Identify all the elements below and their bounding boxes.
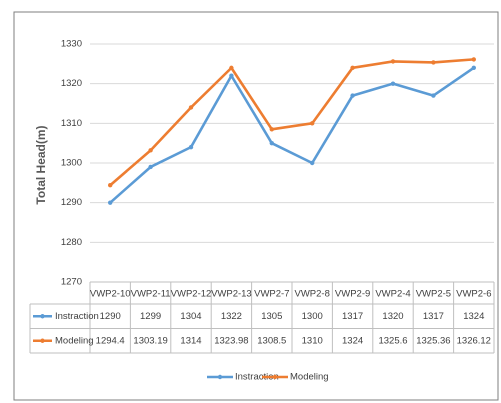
x-tick-label: VWP2-11 bbox=[131, 289, 171, 300]
y-tick-label: 1330 bbox=[61, 39, 82, 50]
x-tick-label: VWP2-5 bbox=[416, 289, 451, 300]
legend-marker bbox=[217, 374, 223, 380]
y-tick-label: 1310 bbox=[61, 118, 82, 129]
y-axis-title: Total Head(m) bbox=[34, 125, 48, 204]
table-cell: 1303.19 bbox=[133, 335, 167, 346]
table-cell: 1314 bbox=[180, 335, 201, 346]
table-cell: 1324 bbox=[342, 335, 363, 346]
table-cell: 1326.12 bbox=[457, 335, 491, 346]
point bbox=[390, 59, 396, 64]
table-cell: 1317 bbox=[423, 311, 444, 322]
legend-marker bbox=[272, 374, 278, 380]
y-tick-label: 1270 bbox=[61, 277, 82, 288]
point bbox=[188, 105, 194, 110]
x-tick-label: VWP2-10 bbox=[90, 289, 131, 300]
table-cell: 1325.6 bbox=[378, 335, 407, 346]
table-cell: 1299 bbox=[140, 311, 161, 322]
point bbox=[390, 81, 396, 86]
table-legend-marker bbox=[40, 338, 45, 343]
point bbox=[269, 140, 274, 146]
point bbox=[431, 60, 436, 65]
table-cell: 1308.5 bbox=[257, 335, 286, 346]
table-cell: 1310 bbox=[302, 335, 323, 346]
series-line bbox=[109, 66, 475, 204]
table-cell: 1304 bbox=[180, 311, 201, 322]
table-cell: 1324 bbox=[463, 311, 484, 322]
series-line bbox=[109, 58, 474, 187]
point bbox=[310, 121, 315, 126]
point bbox=[350, 65, 355, 71]
point bbox=[350, 93, 355, 98]
point bbox=[431, 93, 436, 98]
point bbox=[269, 127, 274, 132]
x-tick-label: VWP2-7 bbox=[254, 289, 289, 300]
point bbox=[471, 65, 476, 71]
table-row-header: Modeling bbox=[55, 335, 94, 346]
y-tick-label: 1300 bbox=[61, 158, 82, 169]
point bbox=[471, 57, 476, 62]
x-tick-label: VWP2-6 bbox=[456, 289, 491, 300]
table-cell: 1305 bbox=[261, 311, 282, 322]
x-tick-label: VWP2-4 bbox=[375, 289, 410, 300]
table-cell: 1325.36 bbox=[416, 335, 450, 346]
x-tick-label: VWP2-12 bbox=[171, 289, 212, 300]
x-tick-label: VWP2-8 bbox=[295, 289, 330, 300]
point bbox=[108, 200, 113, 205]
point bbox=[229, 73, 234, 78]
legend-label: Instraction bbox=[235, 372, 279, 383]
x-tick-label: VWP2-9 bbox=[335, 289, 370, 300]
chart-border bbox=[13, 11, 499, 401]
table-cell: 1323.98 bbox=[214, 335, 248, 346]
legend-label: Modeling bbox=[290, 372, 329, 383]
table-cell: 1322 bbox=[221, 311, 242, 322]
point bbox=[148, 164, 153, 170]
table-cell: 1300 bbox=[302, 311, 323, 322]
table-cell: 1294.4 bbox=[96, 335, 125, 346]
y-tick-label: 1320 bbox=[61, 78, 82, 89]
x-tick-label: VWP2-13 bbox=[211, 289, 252, 300]
table-row-header: Instraction bbox=[55, 311, 99, 322]
table-cell: 1317 bbox=[342, 311, 363, 322]
point bbox=[188, 144, 194, 150]
table-legend-marker bbox=[40, 314, 45, 319]
table-cell: 1290 bbox=[100, 311, 121, 322]
point bbox=[310, 160, 315, 166]
table-cell: 1320 bbox=[382, 311, 403, 322]
point bbox=[229, 65, 234, 71]
y-tick-label: 1290 bbox=[61, 197, 82, 208]
y-tick-label: 1280 bbox=[61, 237, 82, 248]
point bbox=[108, 183, 113, 188]
point bbox=[148, 148, 153, 153]
